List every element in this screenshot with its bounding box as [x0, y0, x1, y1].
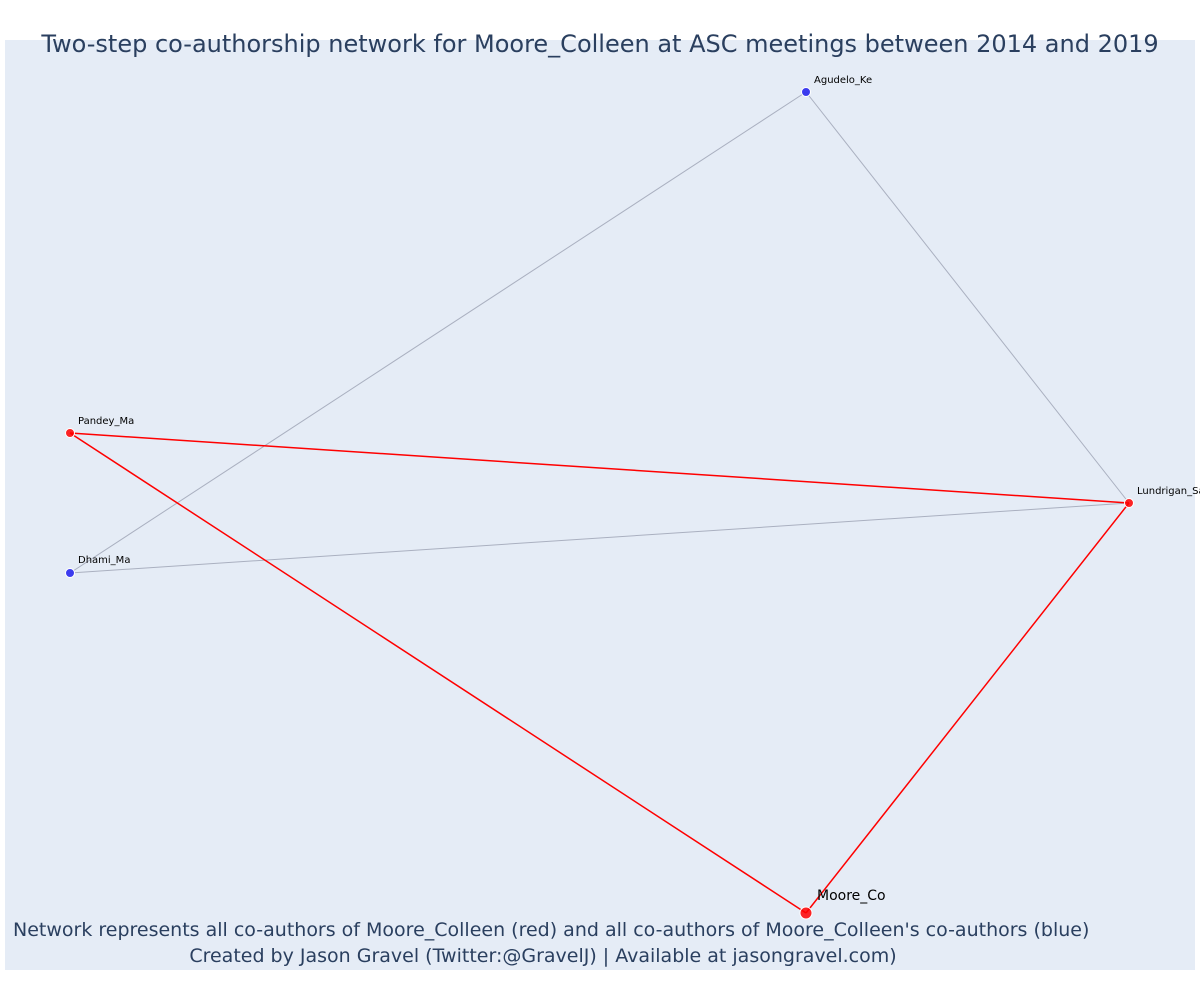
footnote-credit: Created by Jason Gravel (Twitter:@Gravel… — [189, 945, 897, 967]
edge-Dhami_Ma-Lundrigan_Sa — [69, 502, 1130, 574]
edge-Lundrigan_Sa-Moore_Co — [805, 502, 1130, 914]
node-Pandey_Ma[interactable] — [65, 428, 75, 438]
node-label-Pandey_Ma: Pandey_Ma — [78, 416, 134, 427]
node-Dhami_Ma[interactable] — [65, 568, 75, 578]
edge-Agudelo_Ke-Dhami_Ma — [69, 91, 807, 574]
node-label-Agudelo_Ke: Agudelo_Ke — [814, 75, 872, 86]
edges-layer — [69, 91, 1130, 914]
nodes-layer — [65, 87, 1134, 920]
node-Moore_Co[interactable] — [799, 906, 813, 920]
edge-Pandey_Ma-Moore_Co — [69, 432, 807, 914]
labels-layer: Moore_Co Lundrigan_Sa Pandey_Ma Agudelo_Ke D… — [78, 75, 1200, 904]
node-Lundrigan_Sa[interactable] — [1124, 498, 1134, 508]
node-label-Moore_Co: Moore_Co — [817, 888, 886, 904]
plot-area — [5, 40, 1195, 970]
node-Agudelo_Ke[interactable] — [801, 87, 811, 97]
node-label-Lundrigan_Sa: Lundrigan_Sa — [1137, 486, 1200, 497]
node-label-Dhami_Ma: Dhami_Ma — [78, 555, 130, 566]
edge-Agudelo_Ke-Lundrigan_Sa — [805, 91, 1130, 504]
chart-title: Two-step co-authorship network for Moore… — [41, 30, 1159, 58]
edge-Pandey_Ma-Lundrigan_Sa — [69, 432, 1130, 504]
footnote-legend: Network represents all co-authors of Moo… — [13, 919, 1090, 941]
